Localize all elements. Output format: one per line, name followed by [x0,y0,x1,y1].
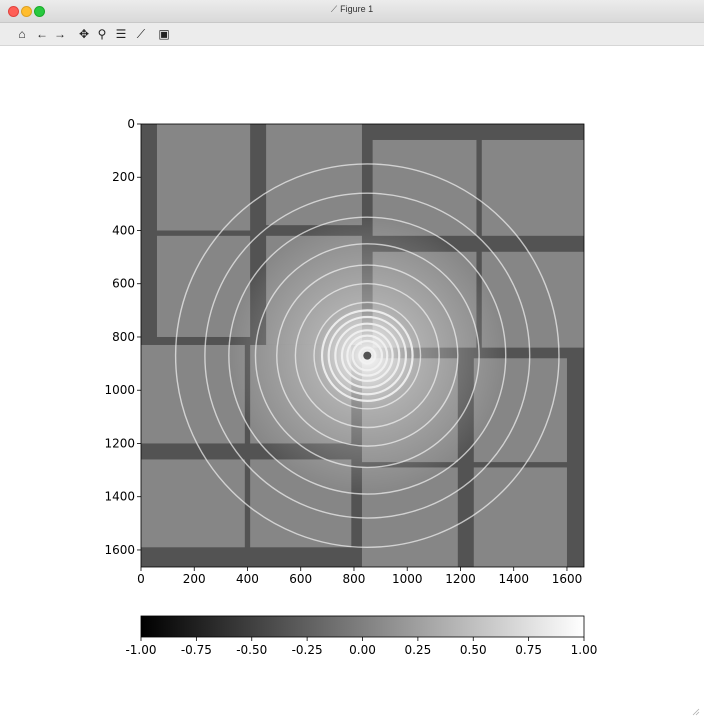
detector-panel [141,459,245,548]
forward-arrow-icon[interactable]: → [54,27,66,41]
y-tick-label: 0 [127,117,135,131]
figure-canvas[interactable]: 0 200 400 600 800 1000 1200 1400 1600 0 200 400 600 8… [0,46,704,720]
save-icon[interactable]: ▣ [158,27,170,41]
detector-panel [473,467,567,567]
y-tick-label: 1400 [104,490,135,504]
pan-icon[interactable]: ✥ [78,27,90,41]
y-tick-label: 1600 [104,543,135,557]
zoom-icon[interactable]: ⚲ [97,27,107,41]
diffraction-ring [204,192,531,519]
diffraction-ring [320,309,414,402]
colorbar-tick-label: 1.00 [571,643,598,657]
colorbar-tick-label: 0.75 [515,643,542,657]
minimize-window-button[interactable] [21,6,32,17]
diffraction-ring [351,339,384,372]
y-tick-label: 1200 [104,436,135,450]
close-window-button[interactable] [8,6,19,17]
matplotlib-icon: ⟋ [330,4,338,14]
y-tick-label: 600 [112,277,135,291]
diffraction-ring [276,264,459,447]
y-tick-label: 1000 [104,383,135,397]
diffraction-ring [334,322,401,389]
y-tick-label: 800 [112,330,135,344]
x-tick-label: 1200 [445,572,476,586]
beam-stop [363,351,372,360]
x-tick-label: 800 [343,572,366,586]
x-tick-label: 1000 [392,572,423,586]
colorbar: -1.00 -0.75 -0.50 -0.25 0.00 0.25 0.50 0.75 1.00 [125,615,598,657]
resize-grip-icon[interactable] [692,708,700,716]
x-tick-label: 600 [289,572,312,586]
x-tick-label: 0 [137,572,145,586]
colorbar-tick-label: 0.00 [349,643,376,657]
back-arrow-icon[interactable]: ← [36,27,48,41]
y-tick-label: 400 [112,223,135,237]
diffraction-ring [254,243,480,469]
colorbar-tick-label: -0.75 [181,643,212,657]
configure-subplots-icon[interactable]: ☰ [115,27,127,41]
x-tick-label: 1400 [498,572,529,586]
colorbar-gradient [140,615,585,638]
window-title-wrap: ⟋ Figure 1 [0,4,704,15]
diffraction-ring [228,216,507,495]
diffraction-rings [174,163,560,548]
diffraction-ring [340,329,394,383]
detector-panel [481,139,584,236]
colorbar-tick-label: -0.25 [292,643,323,657]
axes-frame [140,123,585,568]
colorbar-tick-label: 0.25 [405,643,432,657]
detector-panel [156,124,251,231]
x-tick-label: 1600 [552,572,583,586]
diffraction-ring [327,315,407,396]
y-tick-label: 200 [112,170,135,184]
maximize-window-button[interactable] [34,6,45,17]
diffraction-ring [174,163,560,548]
plot-svg: 0 200 400 600 800 1000 1200 1400 1600 0 200 400 600 8… [104,117,598,657]
title-bar[interactable]: ⟋ Figure 1 [0,0,704,23]
diffraction-ring [358,346,377,365]
colorbar-tick-label: -1.00 [125,643,156,657]
x-tick-label: 200 [183,572,206,586]
colorbar-tick-label: -0.50 [236,643,267,657]
diffraction-ring [294,283,440,429]
colorbar-tick-label: 0.50 [460,643,487,657]
diffraction-image [141,124,584,567]
detector-panel [266,124,362,226]
home-icon[interactable]: ⌂ [18,27,26,41]
edit-axes-icon[interactable]: ⟋ [136,27,146,41]
diffraction-ring [346,334,389,377]
navigation-toolbar: ⌂ ← → ✥ ⚲ ☰ ⟋ ▣ [0,23,704,46]
window-title: Figure 1 [340,4,374,14]
x-tick-label: 400 [236,572,259,586]
axis-ticks: 0 200 400 600 800 1000 1200 1400 1600 0 200 400 600 8… [104,117,582,586]
diffraction-ring [313,301,422,410]
